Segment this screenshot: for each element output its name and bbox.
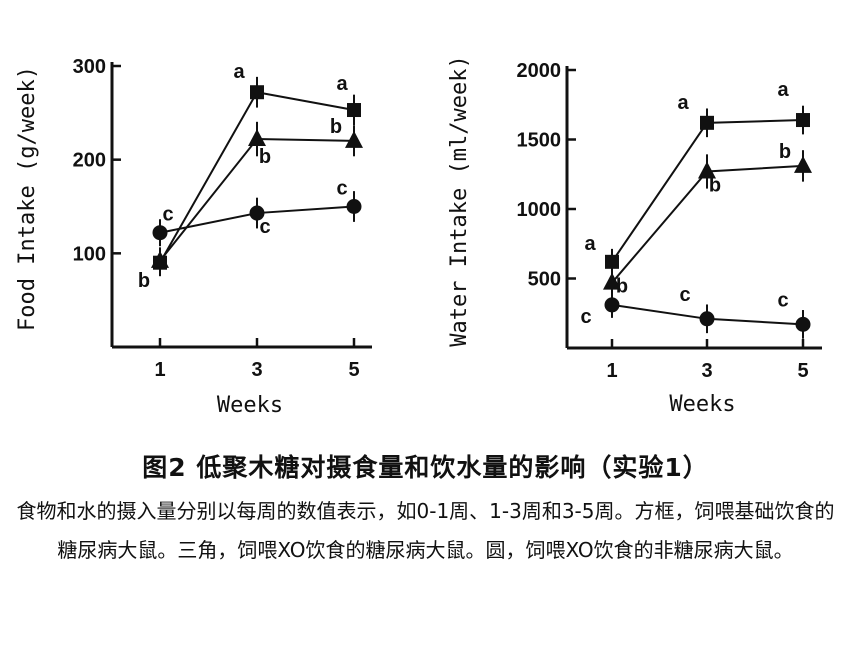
series-line bbox=[159, 91, 355, 264]
series-triangle: b b b bbox=[138, 116, 363, 292]
data-point-square bbox=[605, 254, 619, 269]
data-point-circle bbox=[699, 311, 715, 327]
series-circle: c c c bbox=[152, 178, 362, 247]
chart-panel-2: 500 1000 1500 2000 1 3 5 Weeks Water Intake (ml/… bbox=[447, 55, 822, 417]
x-axis-title: Weeks bbox=[669, 392, 735, 417]
data-point-triangle bbox=[151, 250, 169, 268]
x-tick-label: 1 bbox=[606, 360, 617, 382]
significance-label: c bbox=[259, 216, 270, 238]
y-tick-label: 1000 bbox=[517, 199, 562, 221]
y-tick-label: 100 bbox=[73, 243, 106, 265]
data-point-square bbox=[250, 85, 264, 100]
x-tick-label: 1 bbox=[154, 359, 165, 381]
data-point-circle bbox=[346, 199, 362, 214]
figure-caption-body: 食物和水的摄入量分别以每周的数值表示，如0-1周、1-3周和3-5周。方框，饲喂… bbox=[16, 499, 835, 562]
x-tick-label: 5 bbox=[348, 359, 359, 381]
data-point-square bbox=[796, 113, 810, 128]
series-triangle: b b b bbox=[603, 141, 812, 298]
data-point-triangle bbox=[698, 161, 716, 179]
figure-caption-title: 图2 低聚木糖对摄食量和饮水量的影响（实验1） bbox=[142, 453, 709, 482]
data-point-circle bbox=[795, 316, 811, 332]
data-point-circle bbox=[604, 297, 620, 313]
data-point-triangle bbox=[345, 130, 363, 148]
significance-label: c bbox=[679, 284, 690, 306]
y-tick-label: 1500 bbox=[517, 130, 562, 152]
x-tick-label: 5 bbox=[797, 360, 808, 382]
y-axis-title: Water Intake (ml/week) bbox=[447, 55, 472, 346]
series-circle: c c c bbox=[580, 284, 811, 339]
data-point-triangle bbox=[794, 155, 812, 173]
data-point-triangle bbox=[248, 129, 266, 147]
significance-label: b bbox=[259, 146, 271, 168]
significance-label: b bbox=[779, 141, 791, 163]
significance-label: a bbox=[777, 79, 789, 101]
significance-label: a bbox=[584, 233, 596, 255]
significance-label: c bbox=[162, 204, 173, 226]
y-tick-label: 2000 bbox=[517, 60, 562, 82]
data-point-square bbox=[700, 115, 714, 130]
significance-label: b bbox=[138, 270, 150, 292]
significance-label: c bbox=[777, 289, 788, 311]
significance-label: a bbox=[336, 73, 348, 95]
significance-label: a bbox=[233, 61, 245, 83]
series-square: aa bbox=[153, 61, 361, 277]
series-line bbox=[611, 119, 804, 263]
significance-label: b bbox=[330, 116, 342, 138]
y-tick-label: 200 bbox=[73, 150, 106, 172]
y-axis-title: Food Intake (g/week) bbox=[15, 66, 40, 331]
data-point-square bbox=[347, 103, 361, 118]
x-tick-label: 3 bbox=[251, 359, 262, 381]
series-square: a a a bbox=[584, 79, 810, 275]
significance-label: a bbox=[677, 92, 689, 114]
data-point-triangle bbox=[603, 272, 621, 290]
significance-label: b bbox=[709, 174, 721, 196]
significance-label: c bbox=[580, 306, 591, 328]
data-point-circle bbox=[152, 225, 168, 241]
significance-label: b bbox=[616, 276, 628, 298]
y-tick-label: 500 bbox=[528, 269, 561, 291]
x-tick-label: 3 bbox=[701, 360, 712, 382]
significance-label: c bbox=[336, 178, 347, 200]
x-axis-title: Weeks bbox=[217, 393, 283, 418]
data-point-circle bbox=[249, 205, 265, 221]
y-tick-label: 300 bbox=[73, 56, 106, 78]
